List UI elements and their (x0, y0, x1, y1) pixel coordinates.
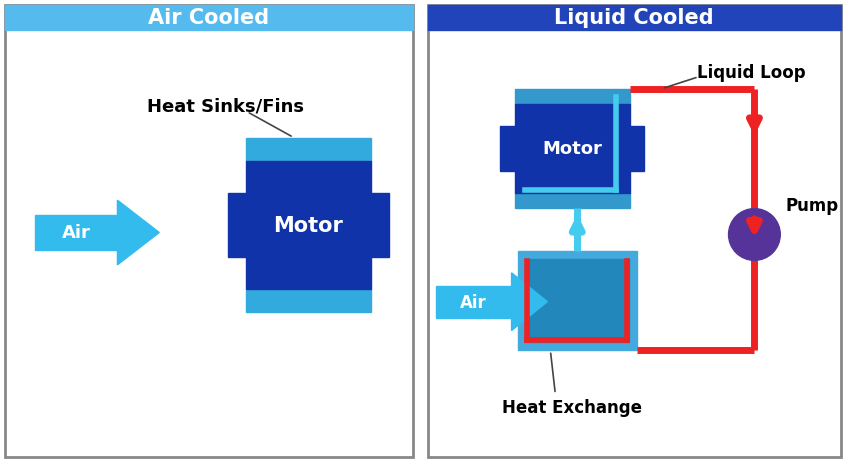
Text: Air: Air (62, 224, 91, 242)
Bar (371, 193, 388, 258)
Text: Liquid Loop: Liquid Loop (697, 63, 805, 81)
Bar (525, 259, 629, 343)
Bar (518, 251, 637, 350)
Bar (630, 127, 644, 171)
Bar (436, 286, 512, 318)
Bar (246, 138, 371, 161)
Bar (246, 161, 371, 290)
Text: Motor: Motor (274, 216, 343, 236)
Bar (246, 290, 371, 313)
Polygon shape (117, 201, 159, 265)
Bar (500, 127, 515, 171)
Text: Heat Exchange: Heat Exchange (502, 398, 643, 416)
Text: Air: Air (461, 293, 487, 311)
Polygon shape (512, 273, 547, 331)
Bar (428, 6, 841, 457)
Text: Air Cooled: Air Cooled (149, 8, 269, 28)
Bar (515, 105, 630, 193)
Bar (5, 6, 413, 457)
Bar (515, 193, 630, 209)
Text: Motor: Motor (542, 140, 602, 158)
Text: Liquid Cooled: Liquid Cooled (554, 8, 714, 28)
Bar (35, 215, 117, 251)
Bar (5, 6, 413, 31)
Text: Pump: Pump (785, 196, 838, 214)
Text: Heat Sinks/Fins: Heat Sinks/Fins (147, 97, 304, 115)
Bar (428, 6, 841, 31)
Circle shape (728, 209, 780, 261)
Bar (229, 193, 246, 258)
Bar (515, 89, 630, 105)
